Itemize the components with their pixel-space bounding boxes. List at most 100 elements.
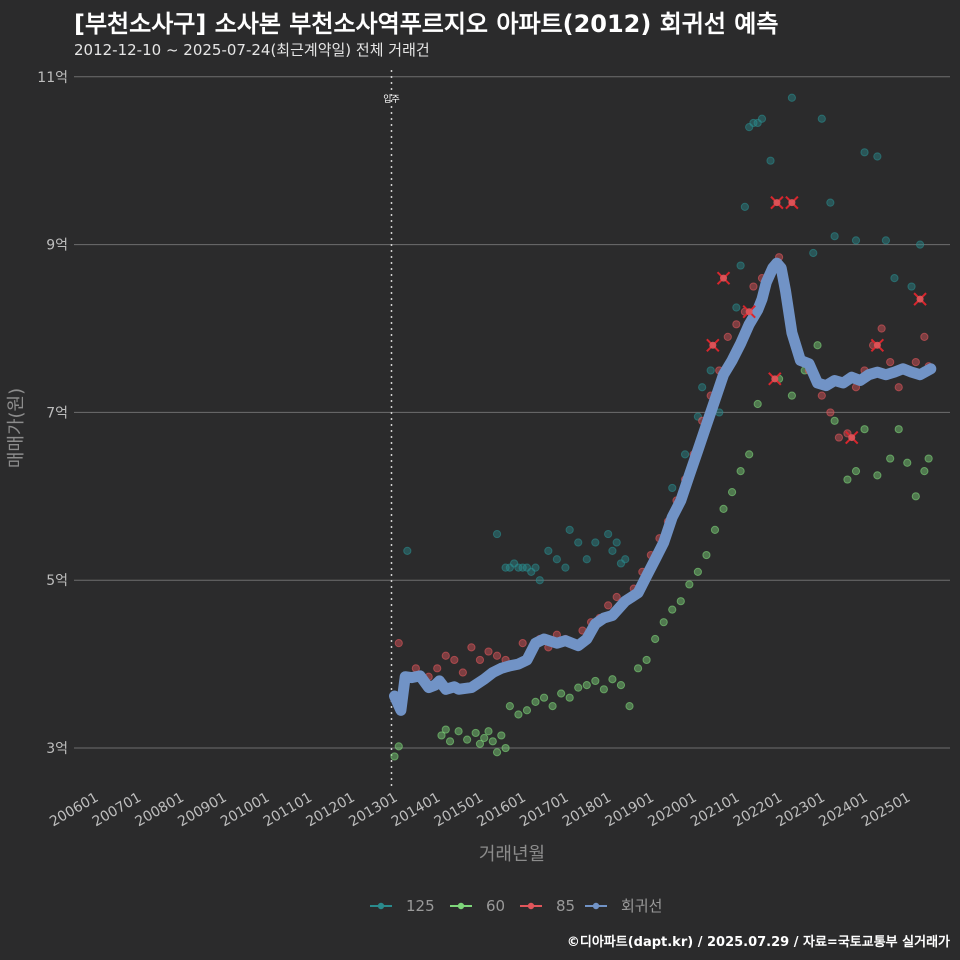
point-60: [488, 737, 497, 746]
point-125: [582, 555, 591, 564]
point-85: [604, 601, 613, 610]
chart-title: [부천소사구] 소사본 부천소사역푸르지오 아파트(2012) 회귀선 예측: [74, 10, 779, 38]
y-axis-title: 매매가(원): [6, 388, 27, 468]
point-125: [535, 576, 544, 585]
grid-lines: [74, 76, 950, 749]
point-60: [702, 550, 711, 560]
point-85: [518, 639, 527, 648]
point-125: [574, 538, 583, 547]
point-85: [433, 664, 442, 673]
point-125: [552, 555, 561, 564]
highlight-point: [873, 341, 881, 349]
point-60: [454, 727, 463, 736]
highlight-point: [788, 199, 796, 207]
point-85: [394, 639, 403, 648]
point-60: [557, 689, 566, 698]
point-60: [719, 504, 728, 514]
point-60: [471, 728, 480, 738]
point-60: [522, 706, 532, 715]
point-125: [873, 152, 882, 161]
point-85: [458, 668, 467, 677]
x-axis-title: 거래년월: [479, 844, 545, 865]
point-60: [625, 701, 634, 711]
point-85: [920, 332, 929, 341]
point-60: [693, 567, 702, 576]
y-tick-9: 9억: [46, 238, 68, 254]
point-60: [685, 580, 694, 589]
point-60: [924, 454, 933, 463]
point-60: [676, 597, 685, 606]
point-60: [484, 727, 493, 736]
highlight-point: [720, 274, 728, 282]
point-125: [565, 525, 574, 534]
y-tick-7: 7억: [46, 405, 68, 421]
point-60: [911, 492, 920, 501]
point-60: [642, 655, 651, 665]
x-tick-labels: 2006012007012008012009012010012011012012…: [47, 790, 913, 831]
highlight-point: [745, 308, 753, 316]
point-125: [732, 303, 741, 312]
point-60: [813, 341, 822, 350]
point-60: [514, 710, 523, 719]
point-125: [544, 546, 553, 555]
point-125: [757, 114, 767, 123]
x-tick-202501: 202501: [859, 790, 913, 831]
point-125: [787, 93, 796, 102]
point-125: [492, 529, 502, 539]
point-60: [591, 676, 600, 686]
point-125: [612, 538, 621, 547]
point-60: [843, 475, 852, 484]
point-60: [505, 701, 514, 711]
point-60: [501, 743, 510, 753]
point-60: [860, 425, 869, 434]
point-60: [582, 681, 591, 690]
point-60: [727, 488, 737, 497]
point-125: [826, 198, 835, 207]
point-125: [403, 546, 412, 555]
scatter-points: [390, 93, 933, 761]
highlight-point: [848, 434, 856, 442]
legend-dot-85: [527, 902, 535, 910]
point-125: [680, 450, 690, 459]
point-125: [830, 232, 839, 241]
legend-label-125: 125: [406, 897, 435, 915]
point-85: [894, 383, 903, 392]
y-tick-5: 5억: [46, 573, 68, 589]
chart-subtitle: 2012-12-10 ~ 2025-07-24(최근계약일) 전체 거래건: [74, 41, 430, 59]
move-in-label: 입주: [383, 93, 400, 105]
highlight-point: [771, 375, 779, 383]
point-85: [484, 647, 493, 656]
point-85: [886, 357, 895, 367]
point-85: [612, 592, 621, 602]
point-125: [621, 555, 630, 564]
point-125: [881, 236, 891, 245]
point-60: [574, 683, 583, 692]
point-85: [467, 643, 476, 652]
point-125: [817, 114, 826, 123]
point-125: [514, 563, 523, 572]
point-85: [877, 324, 886, 333]
legend: 125 60 85 회귀선: [370, 897, 662, 915]
point-60: [873, 471, 882, 480]
point-85: [732, 320, 741, 329]
point-60: [651, 634, 660, 644]
point-125: [518, 563, 527, 572]
move-in-annotation: 입주: [383, 70, 400, 790]
point-60: [437, 731, 446, 740]
point-60: [539, 693, 549, 702]
point-60: [531, 697, 540, 706]
point-85: [492, 651, 502, 660]
y-tick-labels: 3억 5억 7억 9억 11억: [37, 70, 68, 757]
point-60: [920, 467, 929, 476]
point-60: [608, 675, 617, 684]
credit-text: ©디아파트(dapt.kr) / 2025.07.29 / 자료=국토교통부 실…: [566, 935, 950, 950]
point-125: [501, 563, 510, 572]
point-60: [886, 454, 895, 463]
legend-label-회귀선: 회귀선: [621, 897, 662, 915]
point-85: [441, 651, 450, 660]
point-125: [809, 248, 818, 258]
point-85: [749, 282, 758, 291]
point-60: [745, 450, 754, 459]
legend-dot-60: [457, 902, 465, 910]
